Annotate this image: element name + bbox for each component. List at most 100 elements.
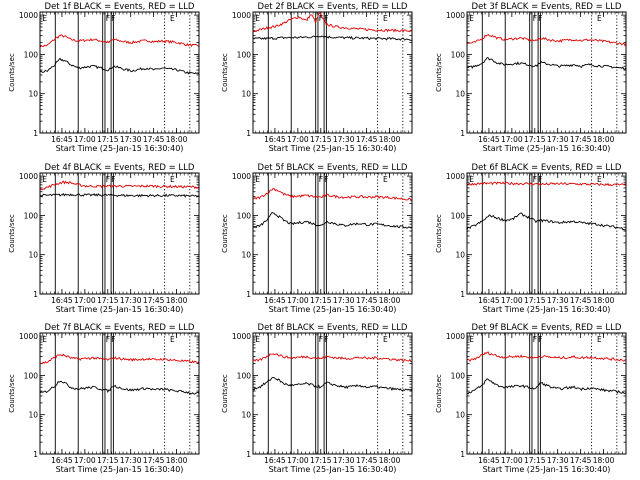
events-series-line bbox=[253, 376, 412, 392]
panel-3: Det 3f BLACK = Events, RED = LLD 1 10 100 10… bbox=[435, 2, 627, 153]
y-axis-label: Counts/sec bbox=[8, 374, 16, 413]
x-axis-label: Start Time (25-Jan-15 16:30:40) bbox=[483, 465, 611, 474]
panel-6: Det 6f BLACK = Events, RED = LLD 1 10 100 10… bbox=[435, 163, 627, 314]
lld-series-line bbox=[253, 12, 412, 33]
x-tick-label: 17:30 bbox=[547, 296, 569, 305]
marker-letter: F bbox=[319, 14, 323, 23]
x-axis-label: Start Time (25-Jan-15 16:30:40) bbox=[56, 305, 184, 314]
events-series-line bbox=[40, 380, 199, 395]
y-tick-label: 1000 bbox=[232, 11, 251, 20]
x-tick-label: 18:00 bbox=[593, 135, 615, 144]
x-tick-label: 17:45 bbox=[143, 135, 165, 144]
marker-letter: E bbox=[469, 14, 474, 23]
y-tick-label: 100 bbox=[237, 211, 252, 220]
panel-title: Det 4f BLACK = Events, RED = LLD bbox=[45, 163, 195, 173]
y-axis-label: Counts/sec bbox=[435, 214, 443, 253]
y-tick-label: 100 bbox=[24, 50, 39, 59]
x-tick-label: 17:30 bbox=[333, 296, 355, 305]
x-tick-label: 18:00 bbox=[379, 135, 401, 144]
marker-letter: F bbox=[533, 175, 537, 184]
x-tick-label: 17:00 bbox=[501, 135, 523, 144]
lld-series-line bbox=[40, 34, 199, 48]
marker-letter: E bbox=[383, 14, 388, 23]
marker-letter: E bbox=[255, 14, 260, 23]
events-series-line bbox=[253, 35, 412, 42]
y-tick-label: 10 bbox=[28, 90, 38, 99]
y-tick-label: 1000 bbox=[232, 332, 251, 341]
events-series-line bbox=[467, 57, 626, 70]
y-tick-label: 1 bbox=[33, 290, 38, 299]
x-tick-label: 17:30 bbox=[333, 456, 355, 465]
plot-frame bbox=[466, 172, 627, 295]
y-axis-label: Counts/sec bbox=[435, 374, 443, 413]
x-tick-label: 16:45 bbox=[478, 296, 500, 305]
marker-letter: F bbox=[106, 175, 110, 184]
x-axis-label: Start Time (25-Jan-15 16:30:40) bbox=[483, 144, 611, 153]
x-tick-label: 17:15 bbox=[524, 296, 546, 305]
x-tick-label: 18:00 bbox=[379, 456, 401, 465]
marker-letter: F bbox=[538, 14, 542, 23]
panel-title: Det 7f BLACK = Events, RED = LLD bbox=[45, 323, 195, 333]
plot-frame bbox=[252, 11, 413, 134]
y-tick-label: 1 bbox=[460, 290, 465, 299]
panel-title: Det 2f BLACK = Events, RED = LLD bbox=[258, 2, 408, 12]
y-tick-label: 100 bbox=[24, 211, 39, 220]
marker-letter: F bbox=[111, 335, 115, 344]
events-series-line bbox=[253, 211, 412, 229]
y-axis-label: Counts/sec bbox=[221, 53, 229, 92]
x-tick-label: 16:45 bbox=[51, 135, 73, 144]
y-tick-label: 1 bbox=[246, 290, 251, 299]
x-tick-label: 16:45 bbox=[478, 456, 500, 465]
x-axis-label: Start Time (25-Jan-15 16:30:40) bbox=[269, 465, 397, 474]
events-series-line bbox=[40, 192, 199, 198]
panel-title: Det 8f BLACK = Events, RED = LLD bbox=[258, 323, 408, 333]
marker-letter: E bbox=[469, 335, 474, 344]
y-tick-label: 10 bbox=[241, 411, 251, 420]
x-tick-label: 17:00 bbox=[501, 456, 523, 465]
x-tick-label: 18:00 bbox=[166, 456, 188, 465]
panel-8: Det 8f BLACK = Events, RED = LLD 1 10 100 10… bbox=[221, 323, 413, 474]
lld-series-line bbox=[40, 353, 199, 365]
plot-frame bbox=[252, 172, 413, 295]
x-tick-label: 17:30 bbox=[120, 296, 142, 305]
marker-letter: F bbox=[324, 335, 328, 344]
y-axis-label: Counts/sec bbox=[435, 53, 443, 92]
y-axis-label: Counts/sec bbox=[8, 214, 16, 253]
y-tick-label: 10 bbox=[241, 251, 251, 260]
lld-series-line bbox=[253, 353, 412, 363]
x-tick-label: 17:45 bbox=[570, 135, 592, 144]
marker-letter: F bbox=[111, 14, 115, 23]
plot-frame bbox=[466, 11, 627, 134]
y-tick-label: 1 bbox=[460, 129, 465, 138]
marker-letter: F bbox=[324, 14, 328, 23]
y-tick-label: 10 bbox=[455, 90, 465, 99]
plot-frame bbox=[39, 332, 200, 455]
panel-title: Det 6f BLACK = Events, RED = LLD bbox=[472, 163, 622, 173]
y-axis-label: Counts/sec bbox=[221, 214, 229, 253]
panel-1: Det 1f BLACK = Events, RED = LLD 1 10 100 10… bbox=[8, 2, 200, 153]
x-tick-label: 17:45 bbox=[356, 135, 378, 144]
x-axis-label: Start Time (25-Jan-15 16:30:40) bbox=[269, 305, 397, 314]
marker-letter: F bbox=[533, 14, 537, 23]
x-tick-label: 17:45 bbox=[570, 456, 592, 465]
x-axis-label: Start Time (25-Jan-15 16:30:40) bbox=[56, 144, 184, 153]
x-tick-label: 17:15 bbox=[97, 296, 119, 305]
x-tick-label: 17:45 bbox=[143, 456, 165, 465]
y-tick-label: 10 bbox=[28, 251, 38, 260]
x-tick-label: 17:00 bbox=[74, 135, 96, 144]
marker-letter: E bbox=[255, 175, 260, 184]
x-tick-label: 17:00 bbox=[74, 456, 96, 465]
x-tick-label: 16:45 bbox=[264, 296, 286, 305]
marker-letter: E bbox=[42, 14, 47, 23]
x-tick-label: 17:15 bbox=[310, 456, 332, 465]
x-tick-label: 17:15 bbox=[97, 135, 119, 144]
marker-letter: E bbox=[42, 175, 47, 184]
x-tick-label: 17:15 bbox=[310, 296, 332, 305]
x-tick-label: 17:15 bbox=[310, 135, 332, 144]
x-tick-label: 17:45 bbox=[143, 296, 165, 305]
x-tick-label: 16:45 bbox=[264, 135, 286, 144]
marker-letter: E bbox=[597, 175, 602, 184]
x-axis-label: Start Time (25-Jan-15 16:30:40) bbox=[56, 465, 184, 474]
